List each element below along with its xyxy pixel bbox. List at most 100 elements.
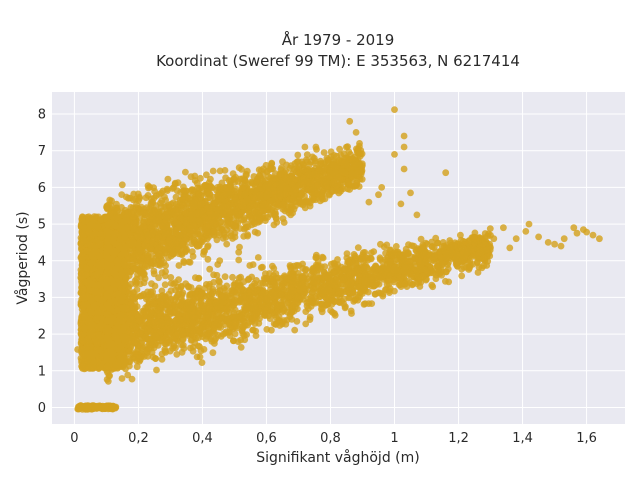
data-point: [78, 254, 85, 261]
data-point: [195, 275, 202, 282]
data-point: [85, 352, 92, 359]
data-point: [140, 315, 147, 322]
data-point: [327, 277, 334, 284]
data-point: [80, 237, 87, 244]
data-point: [340, 300, 347, 307]
data-point: [295, 262, 302, 269]
data-point: [355, 266, 362, 273]
data-point: [166, 319, 173, 326]
data-point: [222, 273, 229, 280]
data-point: [208, 291, 215, 298]
data-point: [329, 288, 336, 295]
data-point: [167, 274, 174, 281]
data-point: [321, 286, 328, 293]
data-point: [454, 252, 461, 259]
data-point: [153, 367, 160, 374]
data-point: [173, 351, 180, 358]
data-point: [95, 262, 102, 269]
data-point: [235, 257, 242, 264]
data-point: [273, 314, 280, 321]
data-point: [334, 256, 341, 263]
data-point: [334, 278, 341, 285]
data-point: [307, 314, 314, 321]
data-point: [194, 354, 201, 361]
data-point: [80, 338, 87, 345]
data-point: [263, 296, 270, 303]
data-point: [155, 307, 162, 314]
data-point: [351, 251, 358, 258]
data-point: [475, 269, 482, 276]
data-point: [202, 285, 209, 292]
data-point: [231, 324, 238, 331]
data-point: [108, 357, 115, 364]
data-point: [119, 317, 126, 324]
data-point: [442, 278, 449, 285]
data-point: [288, 309, 295, 316]
data-point: [245, 276, 252, 283]
data-point: [198, 347, 205, 354]
data-point: [238, 344, 245, 351]
data-point: [159, 320, 166, 327]
data-point: [252, 328, 259, 335]
data-point: [175, 299, 182, 306]
data-point: [289, 274, 296, 281]
data-point: [250, 261, 257, 268]
data-point: [377, 254, 384, 261]
data-point: [119, 375, 126, 382]
data-point: [300, 285, 307, 292]
data-point: [206, 330, 213, 337]
data-point: [190, 296, 197, 303]
data-point: [179, 310, 186, 317]
data-point: [94, 237, 101, 244]
data-point: [229, 274, 236, 281]
data-point: [433, 275, 440, 282]
data-point: [443, 254, 450, 261]
data-point: [263, 326, 270, 333]
data-point: [232, 331, 239, 338]
data-point: [216, 257, 223, 264]
data-point: [195, 334, 202, 341]
data-point: [375, 265, 382, 272]
data-point: [115, 362, 122, 369]
data-point: [344, 250, 351, 257]
data-point: [373, 280, 380, 287]
data-point: [180, 342, 187, 349]
data-point: [80, 302, 87, 309]
data-point: [94, 339, 101, 346]
data-point: [282, 321, 289, 328]
data-point: [243, 298, 250, 305]
data-point: [213, 299, 220, 306]
data-point: [191, 314, 198, 321]
data-point: [302, 321, 309, 328]
data-point: [187, 345, 194, 352]
data-point: [167, 348, 174, 355]
data-point: [368, 300, 375, 307]
data-point: [428, 282, 435, 289]
data-point: [148, 339, 155, 346]
data-point: [412, 254, 419, 261]
data-point: [239, 285, 246, 292]
data-point: [141, 353, 148, 360]
data-point: [230, 302, 237, 309]
data-point: [390, 276, 397, 283]
data-point: [239, 330, 246, 337]
data-point: [206, 303, 213, 310]
data-point: [188, 284, 195, 291]
data-point: [318, 263, 325, 270]
data-point: [120, 327, 127, 334]
data-point: [283, 276, 290, 283]
data-point: [362, 300, 369, 307]
data-point: [88, 297, 95, 304]
data-point: [418, 236, 425, 243]
data-point: [93, 230, 100, 237]
data-point: [93, 271, 100, 278]
data-point: [360, 259, 367, 266]
data-point: [251, 315, 258, 322]
data-point: [90, 281, 97, 288]
data-point: [79, 364, 86, 371]
data-point: [272, 293, 279, 300]
data-point: [287, 264, 294, 271]
data-point: [83, 265, 90, 272]
data-point: [79, 216, 86, 223]
data-point: [355, 244, 362, 251]
